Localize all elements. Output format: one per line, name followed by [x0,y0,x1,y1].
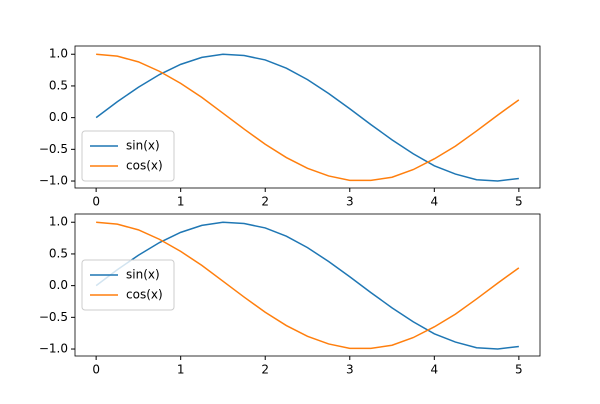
legend-box [81,259,175,311]
x-tick-label: 1 [177,195,185,209]
legend-label: cos(x) [126,288,163,302]
x-tick-label: 3 [346,195,354,209]
x-tick-label: 0 [92,195,100,209]
axes-frame [74,213,541,357]
legend-box [81,130,175,182]
x-tick-label: 1 [177,363,185,377]
legend-label: sin(x) [126,139,160,153]
x-tick-label: 3 [346,363,354,377]
y-tick-label: 1.0 [49,215,68,229]
x-tick-label: 4 [430,195,438,209]
y-tick-label: 0.5 [49,78,68,92]
x-tick-label: 5 [515,195,523,209]
legend-label: cos(x) [126,159,163,173]
x-tick-label: 0 [92,363,100,377]
y-tick-label: −1.0 [39,342,68,356]
legend-label: sin(x) [126,268,160,282]
x-tick-label: 5 [515,363,523,377]
line [95,53,519,182]
y-tick-label: −0.5 [39,310,68,324]
x-tick-label: 2 [261,363,269,377]
x-tick-label: 4 [430,363,438,377]
y-tick-label: −0.5 [39,142,68,156]
legend: sin(x) cos(x) [81,130,175,182]
y-tick-label: 1.0 [49,47,68,61]
axes-frame [74,45,541,189]
legend: sin(x) cos(x) [81,259,175,311]
x-tick-label: 2 [261,195,269,209]
line [96,221,520,350]
y-tick-label: 0.5 [49,246,68,260]
line [95,221,519,350]
line [96,53,520,182]
y-tick-label: 0.0 [49,110,68,124]
y-tick-label: 0.0 [49,278,68,292]
y-tick-label: −1.0 [39,174,68,188]
